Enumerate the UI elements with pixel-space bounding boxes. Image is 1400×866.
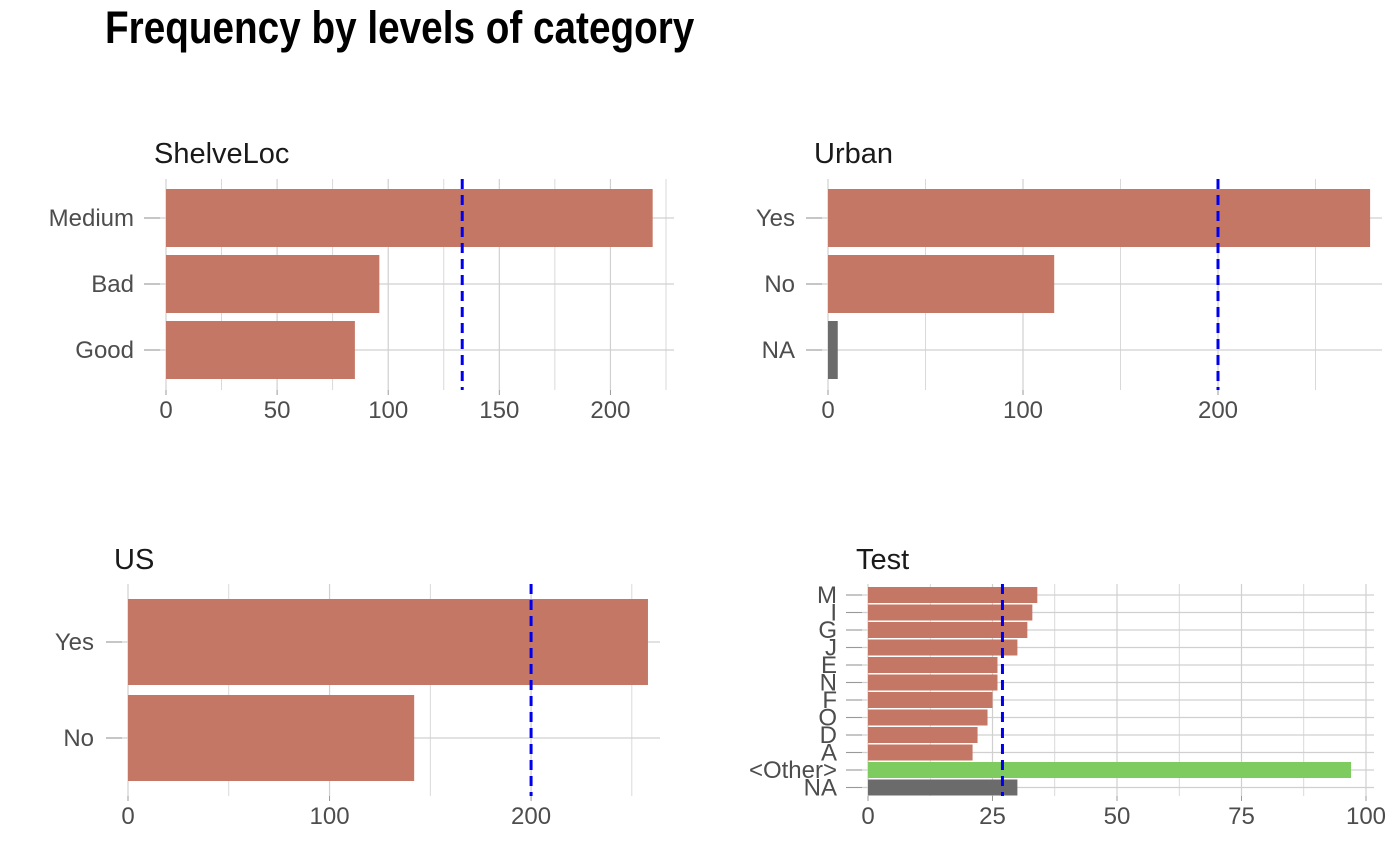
- x-tick-label: 100: [1346, 803, 1386, 830]
- bar-n: [868, 674, 998, 691]
- category-label: No: [764, 271, 795, 298]
- bar-good: [166, 321, 355, 379]
- bar-o: [868, 709, 988, 726]
- category-label: I: [830, 600, 837, 627]
- category-label: Medium: [49, 205, 134, 232]
- x-tick-label: 0: [121, 803, 134, 830]
- x-tick-label: 100: [368, 397, 408, 424]
- chart-panel-us: US Yes No 0 100 200: [55, 544, 660, 830]
- bar-f: [868, 692, 993, 708]
- category-label: D: [820, 722, 837, 749]
- category-label: Yes: [756, 205, 795, 232]
- bar-na: [828, 321, 838, 379]
- bar-e: [868, 657, 998, 673]
- category-label: NA: [762, 337, 795, 364]
- category-label: O: [818, 705, 837, 732]
- category-label: M: [817, 582, 837, 609]
- bar-a: [868, 744, 973, 761]
- category-label: Yes: [55, 629, 94, 656]
- bar-j: [868, 639, 1018, 656]
- panel-title: Test: [856, 544, 909, 576]
- page-title: Frequency by levels of category: [105, 2, 695, 53]
- x-tick-label: 200: [590, 397, 630, 424]
- bar-yes: [128, 599, 648, 685]
- chart-panel-shelveloc: ShelveLoc Medium Bad Good 0 50 100 150 200: [49, 138, 674, 424]
- category-label: J: [825, 635, 837, 662]
- category-label: N: [820, 670, 837, 697]
- bar-d: [868, 727, 978, 743]
- x-tick-label: 0: [861, 803, 874, 830]
- panel-title: ShelveLoc: [154, 138, 289, 170]
- category-label: Bad: [91, 271, 134, 298]
- x-tick-label: 200: [511, 803, 551, 830]
- x-tick-label: 50: [264, 397, 291, 424]
- bar-no: [828, 255, 1055, 313]
- x-tick-label: 25: [979, 803, 1006, 830]
- bar-yes: [828, 189, 1371, 247]
- bar-na: [868, 779, 1018, 796]
- chart-panel-urban: Urban Yes No NA 0 100 200: [756, 138, 1382, 424]
- category-label: E: [821, 652, 837, 679]
- category-label: F: [822, 687, 837, 714]
- category-label: G: [818, 617, 837, 644]
- category-label: <Other>: [749, 757, 837, 784]
- category-label: Good: [75, 337, 134, 364]
- x-tick-label: 100: [1003, 397, 1043, 424]
- bar-medium: [166, 189, 653, 247]
- bar-bad: [166, 255, 380, 313]
- x-tick-label: 150: [479, 397, 519, 424]
- x-tick-label: 100: [310, 803, 350, 830]
- category-label: No: [63, 725, 94, 752]
- bar-g: [868, 622, 1028, 638]
- category-label: NA: [804, 775, 837, 802]
- x-tick-label: 75: [1228, 803, 1255, 830]
- bar-i: [868, 604, 1033, 621]
- x-tick-label: 50: [1104, 803, 1131, 830]
- panel-title: US: [114, 544, 154, 576]
- category-label: A: [821, 740, 837, 767]
- bar-no: [128, 695, 415, 781]
- x-tick-label: 200: [1198, 397, 1238, 424]
- x-tick-label: 0: [159, 397, 172, 424]
- panel-title: Urban: [814, 138, 893, 170]
- x-tick-label: 0: [821, 397, 834, 424]
- bar-m: [868, 587, 1038, 603]
- bar-other: [868, 762, 1352, 778]
